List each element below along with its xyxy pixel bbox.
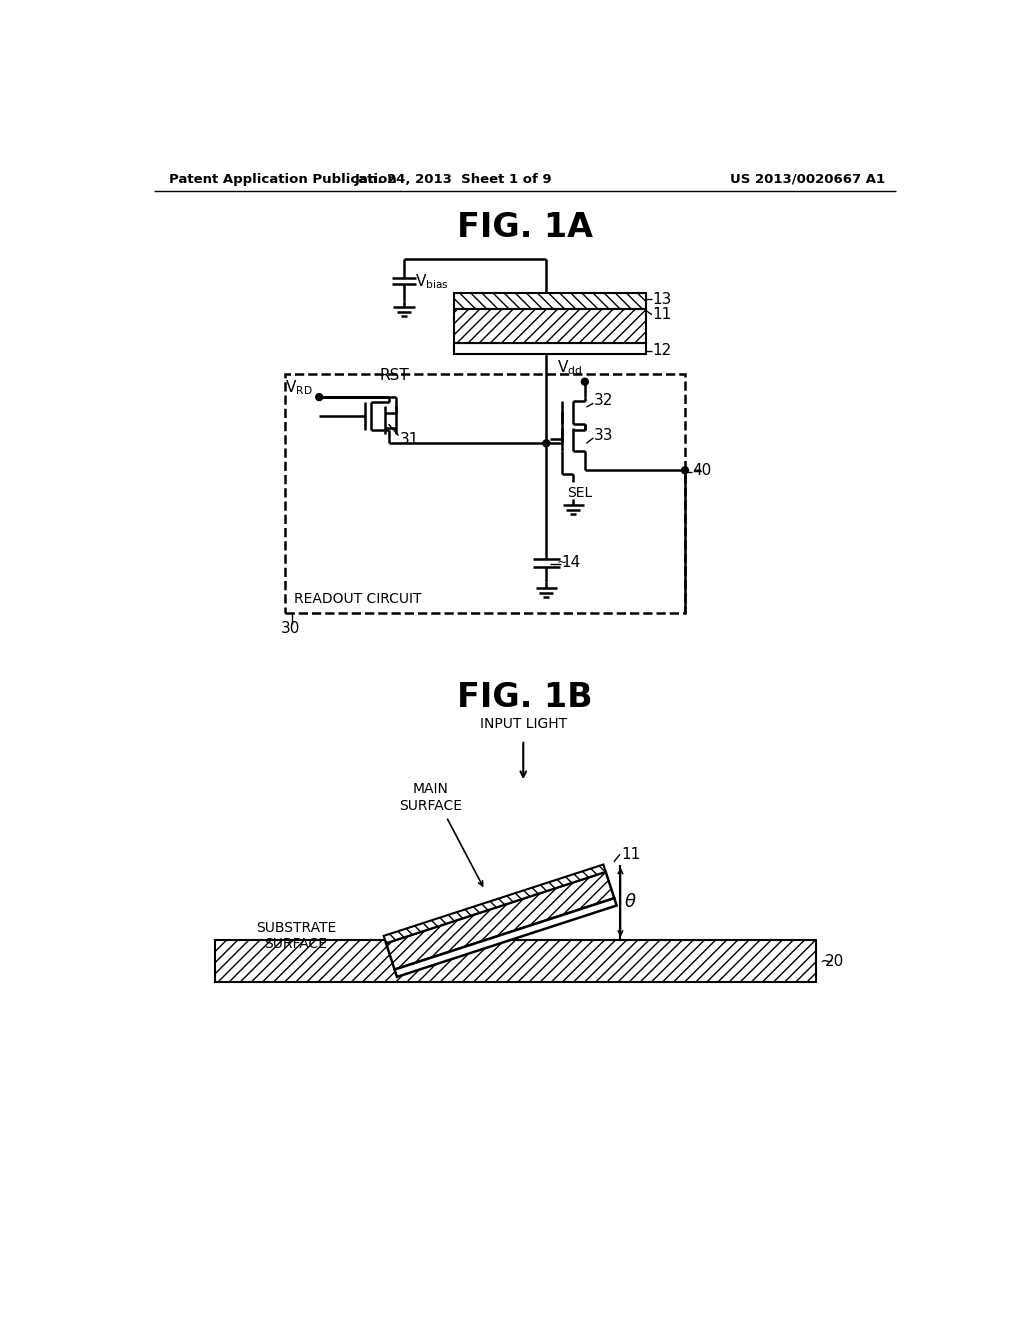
Text: V$_\mathregular{bias}$: V$_\mathregular{bias}$	[416, 272, 450, 290]
Text: SEL: SEL	[567, 486, 592, 500]
Polygon shape	[215, 940, 816, 982]
Polygon shape	[386, 871, 614, 970]
Text: ~: ~	[556, 556, 567, 569]
Polygon shape	[384, 865, 606, 944]
Bar	[285, 374, 685, 612]
Text: ~: ~	[819, 952, 833, 970]
Text: V$_\mathregular{RD}$: V$_\mathregular{RD}$	[285, 379, 312, 397]
Text: 40: 40	[692, 463, 712, 478]
Circle shape	[582, 379, 589, 385]
Text: 14: 14	[562, 556, 581, 570]
Text: 11: 11	[622, 846, 641, 862]
Text: US 2013/0020667 A1: US 2013/0020667 A1	[730, 173, 885, 186]
Text: 12: 12	[652, 343, 672, 359]
Text: 20: 20	[825, 953, 845, 969]
Circle shape	[682, 467, 688, 474]
Text: 11: 11	[652, 308, 672, 322]
Text: MAIN
SURFACE: MAIN SURFACE	[399, 783, 463, 813]
Text: INPUT LIGHT: INPUT LIGHT	[479, 717, 567, 730]
Text: 30: 30	[281, 620, 300, 636]
Text: READOUT CIRCUIT: READOUT CIRCUIT	[294, 591, 421, 606]
Text: 32: 32	[594, 393, 613, 408]
Text: $\theta$: $\theta$	[625, 894, 637, 911]
Text: RST: RST	[379, 368, 409, 383]
Polygon shape	[454, 293, 646, 309]
Text: 33: 33	[594, 428, 613, 444]
Text: Patent Application Publication: Patent Application Publication	[169, 173, 397, 186]
Text: SUBSTRATE
SURFACE: SUBSTRATE SURFACE	[256, 921, 336, 952]
Circle shape	[315, 393, 323, 400]
Polygon shape	[454, 309, 646, 343]
Text: 31: 31	[400, 432, 420, 447]
Text: Jan. 24, 2013  Sheet 1 of 9: Jan. 24, 2013 Sheet 1 of 9	[355, 173, 553, 186]
Text: V$_\mathregular{dd}$: V$_\mathregular{dd}$	[557, 359, 582, 378]
Text: 13: 13	[652, 292, 672, 306]
Bar	[454, 343, 646, 354]
Text: FIG. 1A: FIG. 1A	[457, 211, 593, 244]
Text: FIG. 1B: FIG. 1B	[457, 681, 593, 714]
Circle shape	[543, 440, 550, 446]
Polygon shape	[394, 898, 616, 977]
